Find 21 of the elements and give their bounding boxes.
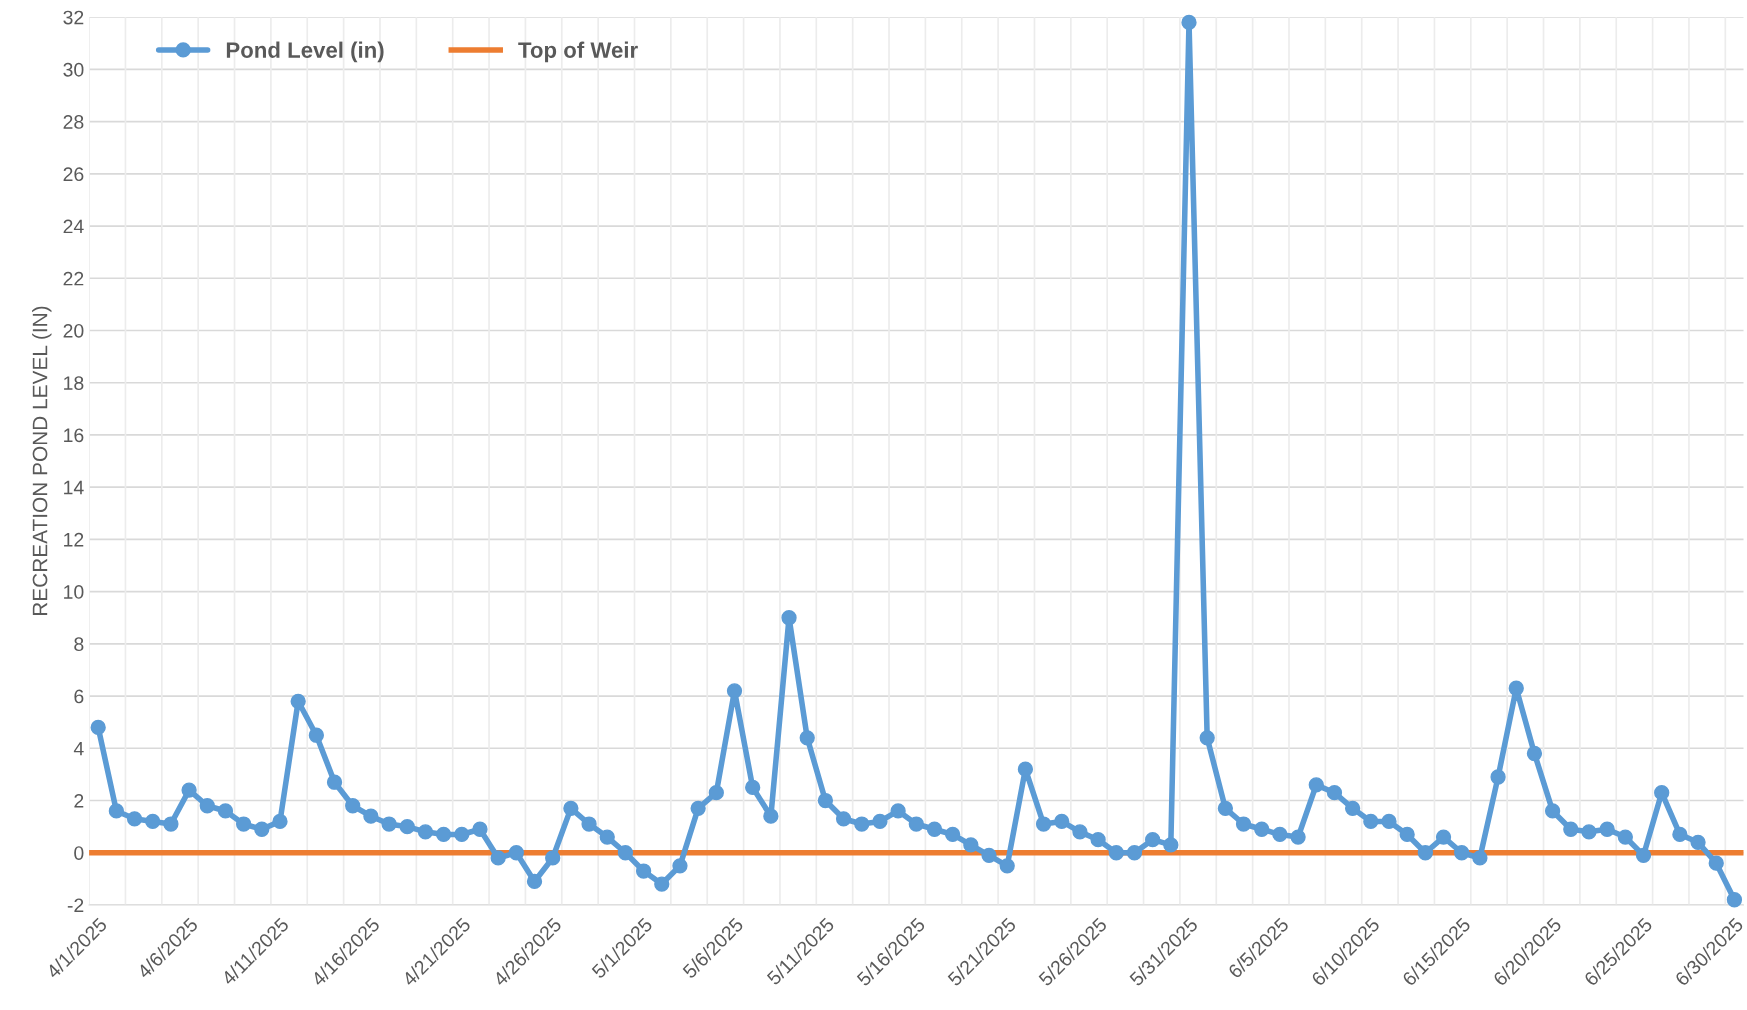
y-tick-label: 4: [73, 741, 84, 756]
y-tick-label: 30: [63, 62, 84, 77]
y-tick-label: 24: [63, 219, 84, 234]
y-tick-label: 2: [74, 793, 84, 808]
y-tick-label: 26: [63, 167, 84, 182]
y-tick-label: 28: [63, 115, 84, 129]
y-tick-label: 20: [63, 323, 84, 338]
y-tick-label: 6: [74, 689, 84, 704]
legend-label: Top of Weir: [518, 41, 638, 63]
legend-label: Pond Level (in): [226, 41, 384, 63]
y-tick-label: 8: [74, 637, 84, 652]
y-tick-label: 16: [64, 428, 84, 443]
y-tick-label: 12: [64, 532, 84, 547]
y-tick-label: -2: [67, 898, 84, 913]
y-tick-label: 10: [64, 585, 84, 599]
y-tick-label: 32: [63, 10, 84, 25]
y-tick-label: 22: [63, 271, 84, 286]
y-tick-label: 18: [64, 376, 84, 390]
y-axis-title: RECREATION POND LEVEL (IN): [32, 306, 52, 616]
y-tick-label: 14: [64, 480, 84, 495]
y-tick-label: 0: [74, 846, 84, 860]
